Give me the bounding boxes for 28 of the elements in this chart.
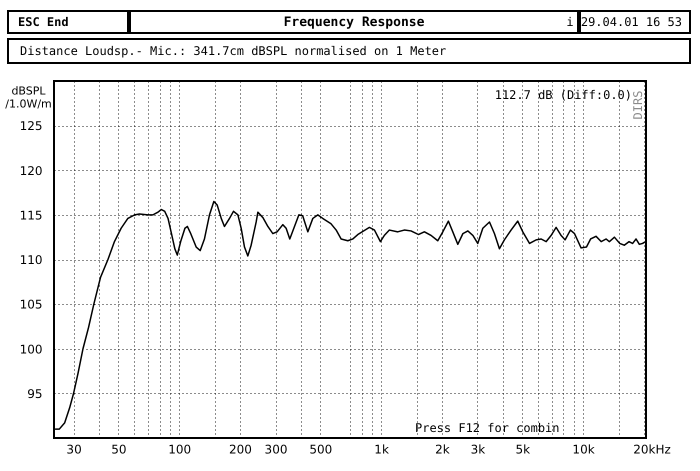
annotation: Press F12 for combin <box>415 421 560 435</box>
x-tick-label: 20k <box>633 442 656 456</box>
text: ESC End <box>18 15 69 29</box>
y-tick-label: 100 <box>20 342 42 356</box>
annotation: 112.7 dB (Diff:0.0) <box>494 88 632 102</box>
y-tick-label: 115 <box>20 208 42 222</box>
y-tick-label: 110 <box>20 253 42 267</box>
y-axis-title: dBSPL /1.0W/m <box>5 84 52 110</box>
annotation: DIRS <box>631 90 645 120</box>
x-tick-label: 200 <box>229 442 252 456</box>
x-axis-title: Hz <box>655 442 671 456</box>
x-tick-label: 5k <box>515 442 530 456</box>
x-tick-label: 3k <box>470 442 486 456</box>
y-tick-label: 120 <box>20 164 42 178</box>
x-tick-label: 1k <box>374 442 389 456</box>
x-tick-label: 500 <box>309 442 332 456</box>
y-tick-label: 125 <box>20 119 42 134</box>
chart-subtitle: Distance Loudsp.- Mic.: 341.7cm dBSPL normalised on 1 Meter <box>20 44 446 58</box>
x-tick-label: 50 <box>111 442 127 456</box>
chart-title: Frequency Response <box>284 15 425 30</box>
y-tick-label: 95 <box>27 386 42 401</box>
x-tick-label: 30 <box>66 442 82 456</box>
x-tick-label: 100 <box>168 442 192 456</box>
x-tick-label: 10k <box>572 442 595 456</box>
y-tick-label: 105 <box>20 298 42 312</box>
x-tick-label: 2k <box>435 442 450 456</box>
text: i 29.04.01 16 53 <box>566 15 682 29</box>
x-tick-label: 300 <box>264 442 288 456</box>
